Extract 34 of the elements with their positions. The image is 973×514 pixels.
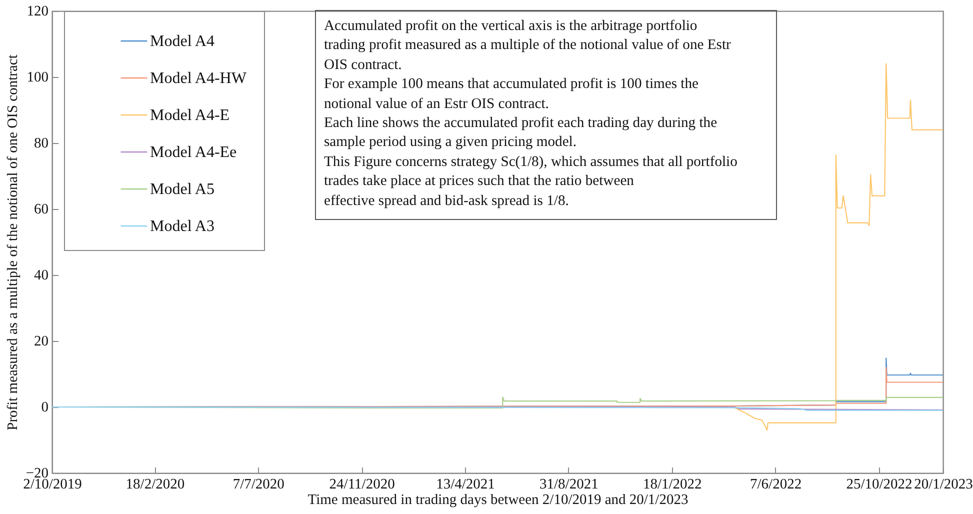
legend-label: Model A4-E bbox=[150, 107, 230, 124]
x-tick-label: 7/7/2020 bbox=[232, 476, 284, 492]
x-tick-label: 20/1/2023 bbox=[914, 476, 973, 492]
annotation: This Figure concerns strategy Sc(1/8), which assumes that all portfolio bbox=[324, 152, 738, 172]
x-tick-label: 24/11/2020 bbox=[329, 476, 395, 492]
annotation: OIS contract. bbox=[324, 56, 403, 75]
x-tick-label: 18/1/2022 bbox=[642, 476, 702, 492]
x-axis-title: Time measured in trading days between 2/10/2019 and 20/1/2023 bbox=[308, 492, 688, 508]
x-tick-label: 13/4/2021 bbox=[436, 476, 495, 492]
x-tick-label: 18/2/2020 bbox=[126, 476, 185, 492]
annotation: Each line shows the accumulated profit each trading day during the bbox=[324, 114, 718, 134]
x-tick-label: 25/10/2022 bbox=[846, 476, 912, 492]
annotation: For example 100 means that accumulated profit is 100 times the bbox=[324, 75, 700, 94]
y-tick-label: 120 bbox=[26, 4, 48, 20]
y-tick-label: 60 bbox=[34, 202, 48, 218]
legend-label: Model A5 bbox=[150, 181, 214, 198]
annotation: Accumulated profit on the vertical axis is the arbitrage portfolio bbox=[324, 17, 698, 36]
annotation: notional value of an Estr OIS contract. bbox=[324, 94, 550, 114]
annotation: effective spread and bid-ask spread is 1/8. bbox=[324, 192, 570, 211]
x-tick-label: 7/6/2022 bbox=[750, 476, 802, 492]
legend-label: Model A4-Ee bbox=[150, 144, 237, 161]
y-tick-label: 80 bbox=[34, 136, 48, 152]
y-tick-label: 20 bbox=[34, 334, 48, 350]
y-axis-title: Profit measured as a multiple of the notional of one OIS contract bbox=[4, 54, 21, 430]
y-tick-label: 40 bbox=[34, 268, 48, 284]
legend-label: Model A4-HW bbox=[150, 70, 248, 87]
annotation: sample period using a given pricing model. bbox=[324, 133, 578, 152]
annotation: trading profit measured as a multiple of the notional value of one Estr bbox=[324, 36, 732, 56]
legend-label: Model A3 bbox=[150, 218, 214, 235]
x-tick-label: 31/8/2021 bbox=[540, 476, 598, 492]
legend-label: Model A4 bbox=[150, 33, 214, 50]
y-tick-label: 0 bbox=[41, 400, 48, 416]
y-tick-label: 100 bbox=[26, 70, 48, 86]
annotation: trades take place at prices such that the ratio between bbox=[324, 172, 635, 192]
